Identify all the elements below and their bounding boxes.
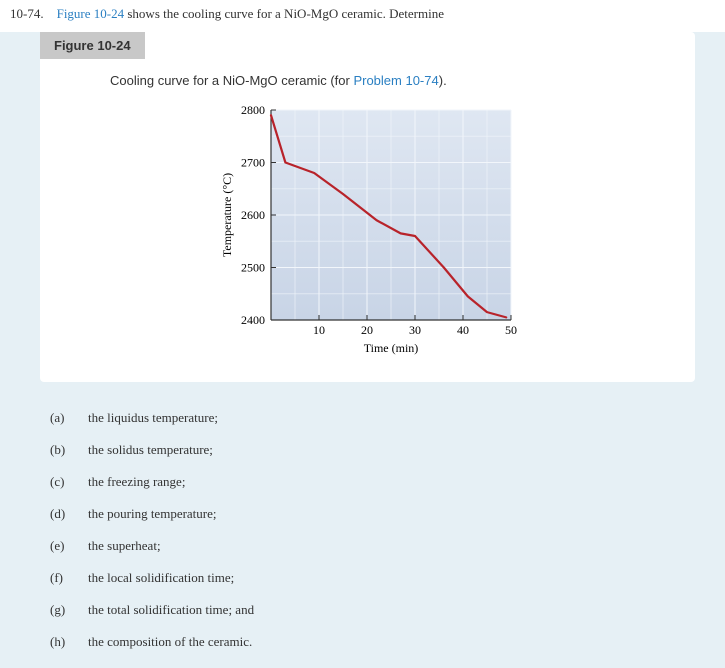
question-row: (h) the composition of the ceramic. xyxy=(50,626,725,658)
question-letter: (g) xyxy=(50,602,70,618)
question-text: the pouring temperature; xyxy=(88,506,217,522)
question-letter: (f) xyxy=(50,570,70,586)
caption-suffix: ). xyxy=(439,73,447,88)
question-text: the total solidification time; and xyxy=(88,602,254,618)
question-letter: (d) xyxy=(50,506,70,522)
svg-text:2600: 2600 xyxy=(241,208,265,222)
svg-text:30: 30 xyxy=(409,323,421,337)
question-row: (c) the freezing range; xyxy=(50,466,725,498)
questions-list: (a) the liquidus temperature; (b) the solid… xyxy=(0,392,725,668)
figure-tab: Figure 10-24 xyxy=(40,32,145,59)
question-row: (d) the pouring temperature; xyxy=(50,498,725,530)
svg-text:Time (min): Time (min) xyxy=(363,341,418,355)
question-row: (b) the solidus temperature; xyxy=(50,434,725,466)
figure-panel: Figure 10-24 Cooling curve for a NiO-MgO… xyxy=(0,32,725,392)
svg-text:2800: 2800 xyxy=(241,103,265,117)
question-row: (g) the total solidification time; and xyxy=(50,594,725,626)
problem-text: shows the cooling curve for a NiO-MgO ce… xyxy=(124,6,444,21)
problem-number: 10-74. xyxy=(10,6,44,21)
question-text: the freezing range; xyxy=(88,474,185,490)
question-text: the liquidus temperature; xyxy=(88,410,218,426)
svg-text:40: 40 xyxy=(457,323,469,337)
chart-svg: 10 20 30 40 50 2400 2500 2600 2700 2800 Time (min)… xyxy=(213,98,523,358)
question-row: (a) the liquidus temperature; xyxy=(50,402,725,434)
cooling-curve-chart: 10 20 30 40 50 2400 2500 2600 2700 2800 Time (min)… xyxy=(60,94,675,362)
problem-statement: 10-74. Figure 10-24 shows the cooling cu… xyxy=(0,0,725,32)
question-row: (e) the superheat; xyxy=(50,530,725,562)
question-text: the solidus temperature; xyxy=(88,442,213,458)
question-letter: (b) xyxy=(50,442,70,458)
svg-text:50: 50 xyxy=(505,323,517,337)
svg-text:2400: 2400 xyxy=(241,313,265,327)
figure-card: Figure 10-24 Cooling curve for a NiO-MgO… xyxy=(40,32,695,382)
question-letter: (h) xyxy=(50,634,70,650)
question-row: (f) the local solidification time; xyxy=(50,562,725,594)
caption-link[interactable]: Problem 10-74 xyxy=(353,73,438,88)
question-letter: (a) xyxy=(50,410,70,426)
question-letter: (e) xyxy=(50,538,70,554)
svg-text:Temperature (°C): Temperature (°C) xyxy=(220,173,234,257)
svg-text:10: 10 xyxy=(313,323,325,337)
question-text: the composition of the ceramic. xyxy=(88,634,252,650)
question-letter: (c) xyxy=(50,474,70,490)
caption-prefix: Cooling curve for a NiO-MgO ceramic (for xyxy=(110,73,353,88)
svg-text:2700: 2700 xyxy=(241,156,265,170)
figure-caption: Cooling curve for a NiO-MgO ceramic (for… xyxy=(60,73,675,94)
svg-text:2500: 2500 xyxy=(241,261,265,275)
question-text: the superheat; xyxy=(88,538,161,554)
figure-link[interactable]: Figure 10-24 xyxy=(57,6,125,21)
question-text: the local solidification time; xyxy=(88,570,234,586)
svg-text:20: 20 xyxy=(361,323,373,337)
